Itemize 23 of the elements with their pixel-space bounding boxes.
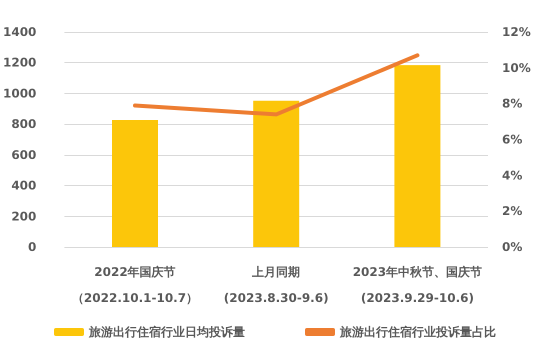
legend-label: 旅游出行住宿行业投诉量占比 [339, 325, 496, 339]
bar [253, 100, 300, 247]
bar [394, 65, 440, 247]
y-tick-label: 1200 [2, 56, 36, 70]
x-tick-label: 上月同期(2023.8.30-9.6) [224, 265, 329, 305]
y-tick-label: 800 [11, 117, 36, 132]
y-tick-label: 1400 [2, 25, 36, 39]
y-tick-label: 600 [11, 148, 36, 162]
bar [112, 120, 158, 247]
x-tick-label: 2022年国庆节（2022.10.1-10.7） [72, 265, 198, 305]
y2-tick-label: 2% [502, 204, 522, 218]
y-tick-label: 400 [11, 178, 36, 193]
y-tick-label: 1000 [2, 86, 36, 100]
y2-tick-label: 8% [502, 96, 522, 111]
y2-tick-label: 4% [502, 168, 522, 182]
y2-tick-label: 6% [502, 132, 522, 146]
legend-label: 旅游出行住宿行业日均投诉量 [88, 325, 245, 339]
y2-tick-label: 10% [502, 60, 531, 75]
y-tick-label: 0 [28, 240, 36, 254]
y2-tick-label: 12% [502, 25, 531, 39]
y2-tick-label: 0% [502, 240, 522, 254]
y-tick-label: 200 [11, 209, 36, 224]
x-tick-label: 2023年中秋节、国庆节(2023.9.29-10.6) [352, 265, 482, 305]
